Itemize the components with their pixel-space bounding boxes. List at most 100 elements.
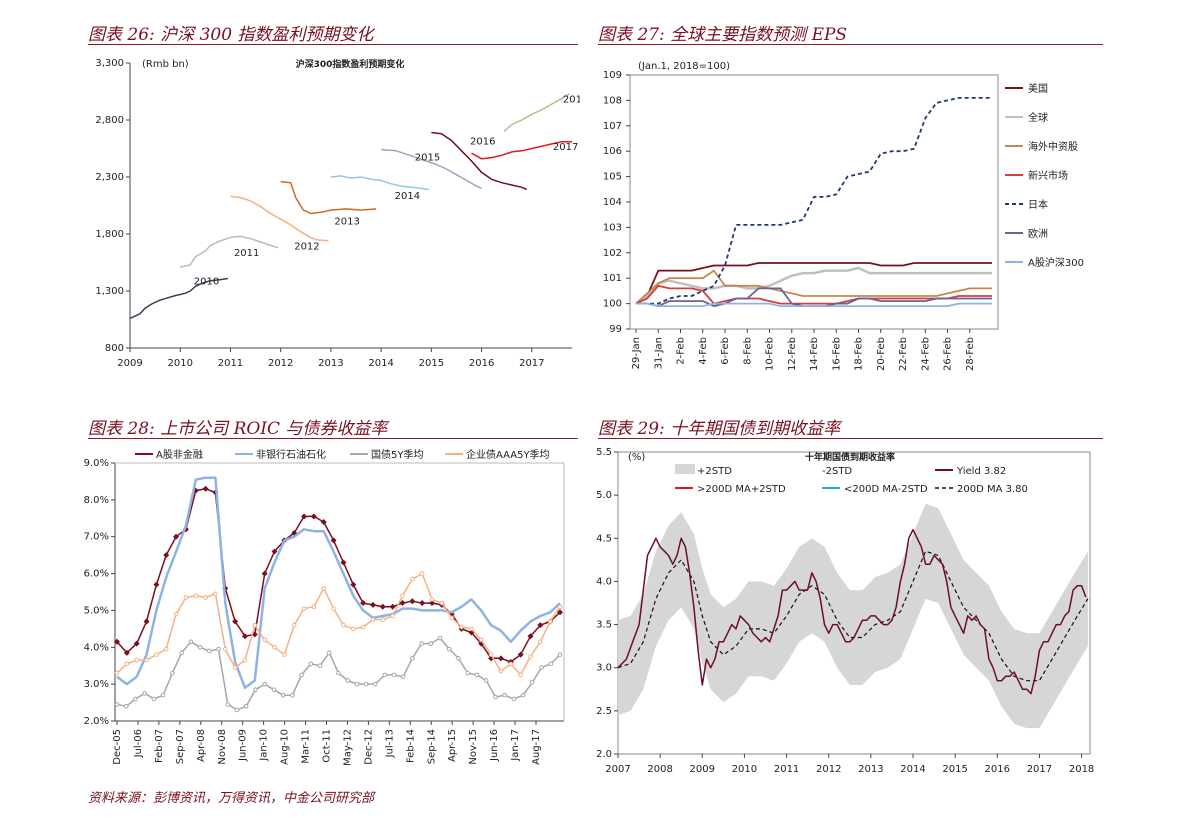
series-label-2017: 2017 [553,142,578,153]
series-marker [114,702,120,707]
series-marker [478,640,485,647]
series-marker [520,692,526,698]
x-tick-label: 8-Feb [742,337,753,365]
x-tick-label: 6-Feb [720,337,731,365]
series-label-2013: 2013 [334,216,359,227]
x-tick-label: Feb-14 [405,729,416,763]
series-marker [243,703,249,709]
x-tick-label: 12-Feb [787,337,798,371]
x-tick-label: 24-Feb [920,337,931,371]
series-marker [548,661,554,667]
series-marker [234,707,240,713]
x-tick-label: 14-Feb [809,337,820,371]
series-marker [173,533,180,540]
series-marker [428,641,434,646]
series-marker [163,646,169,652]
legend-swatch-0 [675,464,695,474]
series-marker [483,678,489,683]
y-tick-label: 104 [603,197,622,208]
series-line-1 [635,266,992,305]
series-marker [557,604,563,610]
series-marker [399,600,406,607]
series-marker [252,622,258,628]
series-marker [193,593,199,598]
source-footer: 资料来源：彭博资讯，万得资讯，中金公司研究部 [88,791,375,806]
series-marker [419,571,425,576]
series-marker [143,618,150,625]
y-tick-label: 4.5 [596,533,612,544]
series-marker [216,646,221,652]
x-tick-label: 2-Feb [676,337,687,365]
series-marker [290,692,295,698]
legend-label-2: 国债5Y季均 [371,448,423,461]
series-marker [326,650,332,656]
x-tick-label: Apr-08 [196,729,207,762]
series-marker [301,606,307,611]
series-marker [336,670,341,676]
series-marker [280,692,286,698]
series-marker [160,692,166,698]
x-tick-label: Mar-11 [301,729,312,764]
y-tick-label: 99 [609,324,622,335]
series-marker [133,696,138,702]
series-line-2013 [280,180,377,215]
series-marker [478,637,484,643]
series-marker [410,576,415,582]
series-line-2012 [230,195,329,242]
series-marker [261,570,268,577]
series-marker [350,581,357,588]
series-marker [488,655,495,662]
series-marker [370,617,376,622]
x-tick-label: 16-Feb [831,337,842,371]
series-marker [133,640,140,647]
series-marker [382,672,387,678]
title-chart-29: 图表 29: 十年期国债到期收益率 [598,419,841,439]
x-tick-label: 2008 [647,764,672,775]
series-line-2011 [180,235,279,268]
series-marker [253,687,258,692]
series-marker [360,600,367,607]
y-tick-label: 4.0% [84,642,109,653]
x-tick-label: 2014 [900,764,925,775]
series-marker [390,613,395,619]
series-marker [262,637,267,643]
series-marker [429,597,435,602]
y-tick-label: 8.0% [84,495,109,506]
unit-label: (Rmb bn) [142,59,189,70]
series-marker [410,656,415,661]
x-tick-label: 2013 [858,764,883,775]
x-tick-label: 2011 [218,358,243,369]
x-tick-label: 2016 [985,764,1010,775]
x-tick-label: Jan-17 [510,729,521,762]
chart-inner-title: 沪深300指数盈利预期变化 [296,58,405,70]
series-marker [511,696,517,702]
y-tick-label: 108 [603,95,622,106]
x-tick-label: 2017 [1027,764,1052,775]
chart-28-roic-vs-bond: 2.0% 3.0% 4.0% 5.0% 6.0% 7.0% 8.0% 9.0% Dec-05 Ju… [84,448,565,766]
x-tick-label: 26-Feb [943,337,954,371]
series-marker [369,601,376,608]
series-marker [299,672,304,678]
series-marker [262,681,267,687]
x-tick-label: 2009 [690,764,715,775]
series-marker [488,652,494,657]
series-marker [502,692,507,698]
y-tick-label: 4.0 [596,576,612,587]
series-marker [527,633,534,640]
series-marker [400,674,406,680]
y-tick-label: 107 [603,121,622,132]
x-tick-label: Jul-06 [133,729,144,758]
y-tick-label: 106 [603,146,622,157]
series-marker [437,635,443,641]
series-marker [206,648,212,654]
chart-29-cgb-10y-yield: 2.0 2.5 3.0 3.5 4.0 4.5 5.0 5.5 2007 2008 2009 2010… [596,447,1094,775]
y-tick-label: 1,800 [95,229,124,240]
legend-label-3: 新兴市场 [1028,169,1068,182]
x-tick-label: May-12 [342,729,353,766]
series-marker [469,626,474,632]
series-marker [197,644,203,650]
series-marker [449,615,455,621]
series-marker [123,703,129,709]
series-line-4 [636,97,992,305]
std-band [618,503,1088,729]
